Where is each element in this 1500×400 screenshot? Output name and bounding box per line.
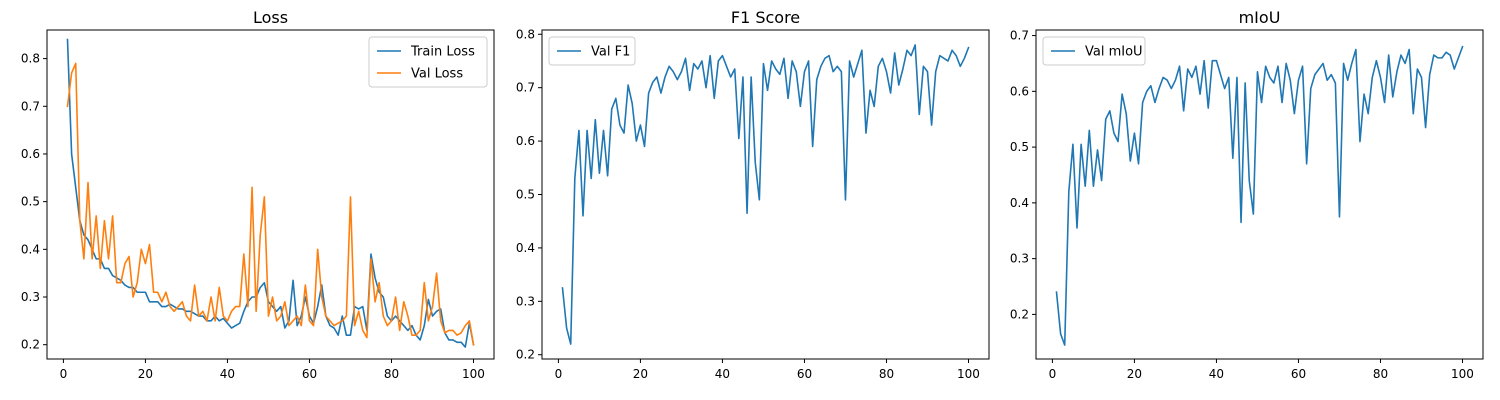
y-tick-label: 0.3 — [1010, 252, 1029, 266]
series-line-val-loss — [66, 62, 475, 346]
axes-frame — [46, 29, 495, 360]
y-tick-label: 0.5 — [516, 188, 535, 202]
x-tick-label: 0 — [1049, 367, 1057, 381]
y-tick-label: 0.6 — [21, 147, 40, 161]
y-tick-label: 0.2 — [1010, 307, 1029, 321]
y-tick-label: 0.3 — [21, 290, 40, 304]
chart-panel-2: mIoU 0 20 40 60 80 100 0.2 0.3 0.4 0.5 0.6 0.7 Val mI… — [1010, 8, 1484, 381]
x-tick-label: 0 — [555, 367, 563, 381]
y-tick-label: 0.7 — [21, 99, 40, 113]
y-tick-label: 0.4 — [1010, 196, 1029, 210]
legend: Val mIoU — [1042, 36, 1146, 66]
y-tick-label: 0.7 — [1010, 29, 1029, 43]
x-tick-label: 40 — [1209, 367, 1224, 381]
x-tick-label: 100 — [462, 367, 485, 381]
x-tick-label: 100 — [957, 367, 980, 381]
legend: Train Loss Val Loss — [368, 36, 488, 88]
y-tick-label: 0.3 — [516, 294, 535, 308]
y-tick-label: 0.5 — [1010, 140, 1029, 154]
legend-label: Train Loss — [410, 45, 475, 60]
x-tick-label: 40 — [715, 367, 730, 381]
y-tick-label: 0.8 — [516, 27, 535, 41]
x-tick-label: 100 — [1451, 367, 1474, 381]
y-tick-label: 0.4 — [21, 242, 40, 256]
y-tick-label: 0.6 — [516, 134, 535, 148]
chart-title: Loss — [253, 8, 288, 27]
x-tick-label: 80 — [1373, 367, 1388, 381]
legend-label: Val Loss — [411, 67, 463, 82]
y-tick-label: 0.2 — [516, 348, 535, 362]
y-tick-label: 0.4 — [516, 241, 535, 255]
x-tick-label: 60 — [1291, 367, 1306, 381]
series-line-val-f1 — [561, 44, 970, 345]
x-tick-label: 40 — [220, 367, 235, 381]
y-tick-label: 0.2 — [21, 338, 40, 352]
x-tick-label: 60 — [302, 367, 317, 381]
series-line-val-miou — [1055, 45, 1464, 346]
chart-panel-1: F1 Score 0 20 40 60 80 100 0.2 0.3 0.4 0.5 0.6 0.7 0.… — [516, 8, 990, 381]
legend-label: Val mIoU — [1085, 45, 1143, 60]
x-tick-label: 60 — [797, 367, 812, 381]
legend-label: Val F1 — [591, 45, 630, 60]
y-tick-label: 0.5 — [21, 195, 40, 209]
x-tick-label: 80 — [879, 367, 894, 381]
x-tick-label: 0 — [60, 367, 68, 381]
y-tick-label: 0.7 — [516, 81, 535, 95]
legend: Val F1 — [548, 36, 636, 66]
legend-box — [368, 36, 488, 88]
axes-frame — [1035, 29, 1484, 360]
x-tick-label: 20 — [138, 367, 153, 381]
x-tick-label: 20 — [633, 367, 648, 381]
x-tick-label: 80 — [384, 367, 399, 381]
chart-title: F1 Score — [731, 8, 800, 27]
x-tick-label: 20 — [1127, 367, 1142, 381]
y-tick-label: 0.6 — [1010, 84, 1029, 98]
chart-title: mIoU — [1239, 8, 1281, 27]
legend-box — [1042, 36, 1146, 66]
legend-box — [548, 36, 636, 66]
chart-panel-0: Loss 0 20 40 60 80 100 0.2 0.3 0.4 0.5 0.6 0.7 0.8 Tra… — [21, 8, 495, 381]
y-tick-label: 0.8 — [21, 52, 40, 66]
